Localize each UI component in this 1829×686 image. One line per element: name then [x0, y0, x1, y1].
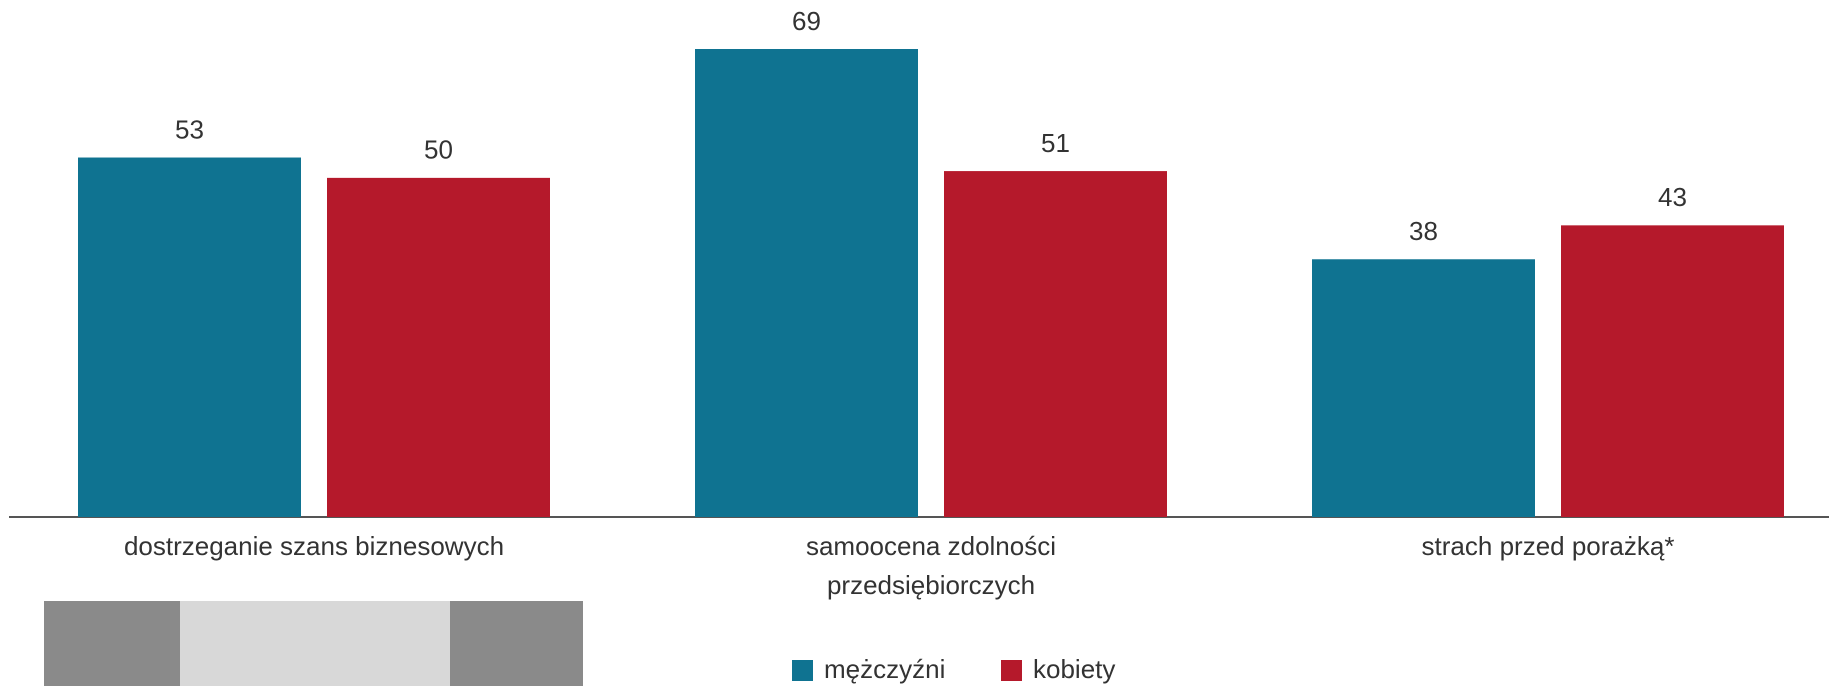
legend-label: mężczyźni [824, 654, 945, 684]
value-label: 38 [1409, 216, 1438, 246]
x-tick-label: dostrzeganie szans biznesowych [123, 531, 505, 561]
value-label: 69 [792, 6, 821, 36]
value-label: 50 [424, 135, 453, 165]
bar [1561, 225, 1784, 517]
value-label: 51 [1041, 128, 1070, 158]
x-tick-label: strach przed porażką* [1421, 531, 1675, 561]
value-label: 43 [1658, 182, 1687, 212]
photo-background [180, 601, 450, 686]
value-label: 53 [175, 114, 204, 144]
x-tick-label: samoocena zdolności przedsiębiorczych [805, 531, 1057, 600]
bar [78, 157, 301, 518]
legend-label: kobiety [1033, 654, 1115, 684]
bar [944, 171, 1167, 517]
legend-swatch [1001, 660, 1022, 681]
legend-swatch [792, 660, 813, 681]
bar [695, 49, 918, 517]
bar [1312, 259, 1535, 517]
bar [327, 177, 550, 517]
